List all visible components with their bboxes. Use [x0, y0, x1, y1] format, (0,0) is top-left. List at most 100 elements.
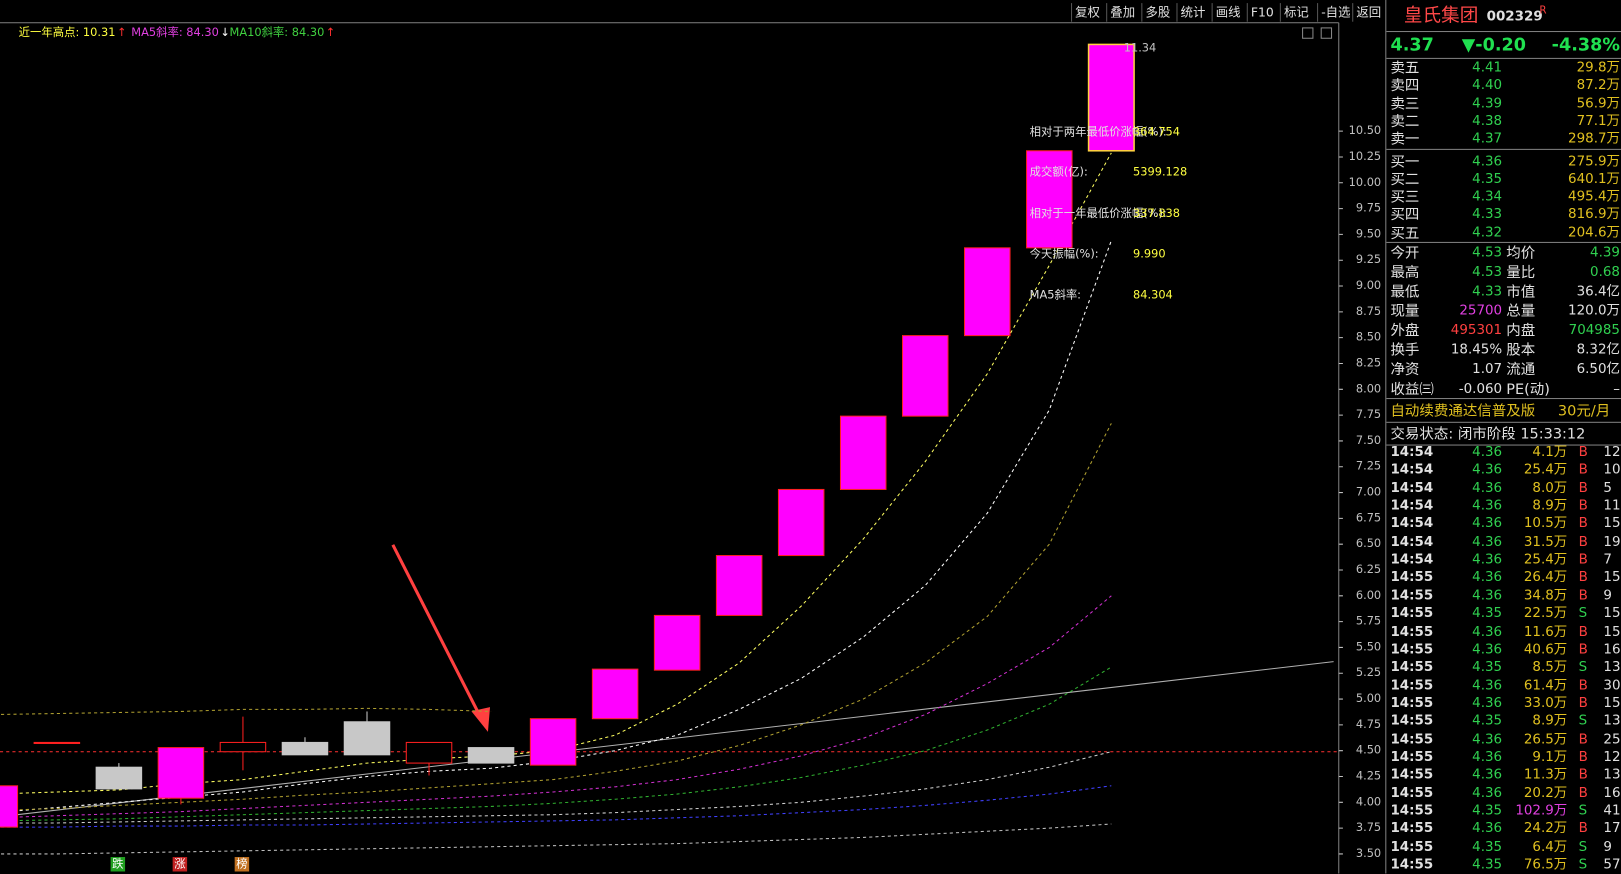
- trend-line: [0, 661, 1334, 818]
- tick-side: S: [1578, 857, 1588, 873]
- badge-label: 涨: [174, 856, 185, 870]
- tick-volume: 24.2万: [1523, 821, 1568, 837]
- tick-time: 14:55: [1390, 839, 1434, 855]
- icon[interactable]: [1302, 27, 1314, 39]
- tick-count: 16: [1603, 641, 1621, 658]
- toolbar-button[interactable]: 叠加: [1106, 3, 1138, 22]
- tick-volume: 40.6万: [1523, 641, 1568, 658]
- tick-price: 4.36: [1472, 498, 1503, 514]
- y-tick-label: 7.00: [1356, 485, 1381, 499]
- stat-value: 6.50亿: [1576, 361, 1620, 378]
- book-label: 买三: [1390, 189, 1420, 206]
- candle-body: [591, 668, 639, 720]
- tick-volume: 22.5万: [1523, 605, 1568, 622]
- tick-time: 14:55: [1390, 713, 1434, 730]
- badge: [110, 857, 126, 872]
- tick-time: 14:55: [1390, 749, 1434, 765]
- toolbar-button[interactable]: 返回: [1352, 3, 1384, 22]
- tick-time: 14:54: [1390, 552, 1434, 568]
- y-tick-label: 4.75: [1356, 717, 1381, 731]
- badge: [172, 857, 188, 872]
- annotation-label: MA5斜率:: [1030, 288, 1081, 302]
- ma-line: [0, 785, 1112, 828]
- trade-status: 交易状态: 闭市阶段 15:33:12: [1390, 425, 1586, 443]
- tick-price: 4.35: [1472, 857, 1503, 873]
- toolbar-button[interactable]: 多股: [1141, 3, 1173, 22]
- ma-line: [0, 823, 1112, 855]
- tick-side: B: [1578, 785, 1588, 801]
- flag: R: [1539, 5, 1547, 17]
- y-tick-label: 6.00: [1356, 588, 1381, 602]
- candle-body: [281, 741, 329, 756]
- stat-value: 18.45%: [1450, 342, 1503, 358]
- toolbar-button[interactable]: 统计: [1176, 3, 1208, 22]
- stat-value: 704985: [1568, 322, 1620, 339]
- badge: [234, 857, 250, 872]
- tick-volume: 11.3万: [1523, 767, 1568, 783]
- tick-volume: 25.4万: [1523, 462, 1568, 478]
- candle-body: [839, 415, 887, 490]
- candle-body: [157, 747, 205, 799]
- tick-volume: 31.5万: [1523, 534, 1568, 550]
- toolbar-button[interactable]: F10: [1246, 3, 1277, 22]
- tick-volume: 10.5万: [1523, 516, 1568, 532]
- badge-label: 榜: [236, 856, 247, 870]
- book-price: 4.39: [1472, 95, 1503, 112]
- tick-volume: 26.5万: [1523, 731, 1568, 748]
- indicator-arrow: ↓: [220, 25, 230, 40]
- tick-price: 4.36: [1472, 552, 1503, 568]
- book-price: 4.41: [1472, 59, 1503, 76]
- arrow-head: [471, 707, 491, 732]
- stat-value: 0.68: [1590, 264, 1620, 280]
- tick-time: 14:54: [1390, 462, 1434, 478]
- toolbar-button[interactable]: -自选: [1317, 3, 1354, 22]
- tick-price: 4.36: [1472, 516, 1503, 532]
- tick-count: 7: [1603, 552, 1612, 568]
- book-volume: 495.4万: [1568, 189, 1620, 205]
- book-price: 4.32: [1472, 225, 1503, 241]
- candle-body: [467, 747, 515, 764]
- candle-body: [964, 247, 1011, 337]
- tick-volume: 6.4万: [1532, 839, 1568, 855]
- stat-label: 股本: [1506, 342, 1536, 359]
- tick-side: S: [1578, 803, 1588, 819]
- annotation-value: 84.304: [1133, 288, 1173, 302]
- tick-volume: 8.9万: [1532, 498, 1568, 514]
- tick-count: 15: [1603, 516, 1621, 532]
- book-volume: 29.8万: [1576, 59, 1620, 76]
- stat-label: 内盘: [1506, 322, 1536, 340]
- tick-side: B: [1578, 641, 1588, 658]
- candle-body: [33, 741, 81, 744]
- book-price: 4.34: [1472, 189, 1503, 205]
- tick-volume: 76.5万: [1523, 857, 1568, 873]
- toolbar-button[interactable]: 复权: [1071, 3, 1103, 22]
- tick-volume: 11.6万: [1523, 623, 1568, 640]
- tick-price: 4.36: [1472, 534, 1503, 550]
- ma-line: [0, 666, 1112, 822]
- candle-body: [95, 766, 143, 790]
- book-price: 4.36: [1472, 153, 1503, 170]
- toolbar-button[interactable]: 标记: [1279, 3, 1312, 22]
- candle-body: [529, 718, 577, 766]
- tick-count: 12: [1603, 444, 1621, 461]
- tick-side: B: [1578, 498, 1588, 514]
- icon[interactable]: [1320, 27, 1333, 39]
- tick-time: 14:55: [1390, 857, 1434, 873]
- tick-price: 4.35: [1472, 713, 1503, 730]
- y-tick-label: 9.25: [1356, 252, 1381, 266]
- toolbar-button[interactable]: 画线: [1211, 3, 1244, 22]
- ad-price[interactable]: 30元/月: [1557, 403, 1611, 420]
- tick-volume: 9.1万: [1532, 749, 1568, 765]
- ad-text[interactable]: 自动续费通达信普及版: [1390, 403, 1536, 420]
- stat-label: 收益㈢: [1390, 381, 1434, 398]
- tick-side: B: [1578, 462, 1588, 478]
- tick-count: 15: [1603, 623, 1621, 640]
- stat-label: 换手: [1390, 342, 1420, 359]
- y-tick-label: 3.50: [1356, 846, 1381, 860]
- tick-time: 14:54: [1390, 444, 1434, 461]
- annotation-value: 364.754: [1133, 124, 1180, 138]
- y-tick-label: 5.25: [1356, 665, 1381, 679]
- y-tick-label: 10.50: [1349, 123, 1382, 137]
- tick-count: 13: [1603, 767, 1621, 783]
- stock-code: 002329: [1486, 9, 1543, 25]
